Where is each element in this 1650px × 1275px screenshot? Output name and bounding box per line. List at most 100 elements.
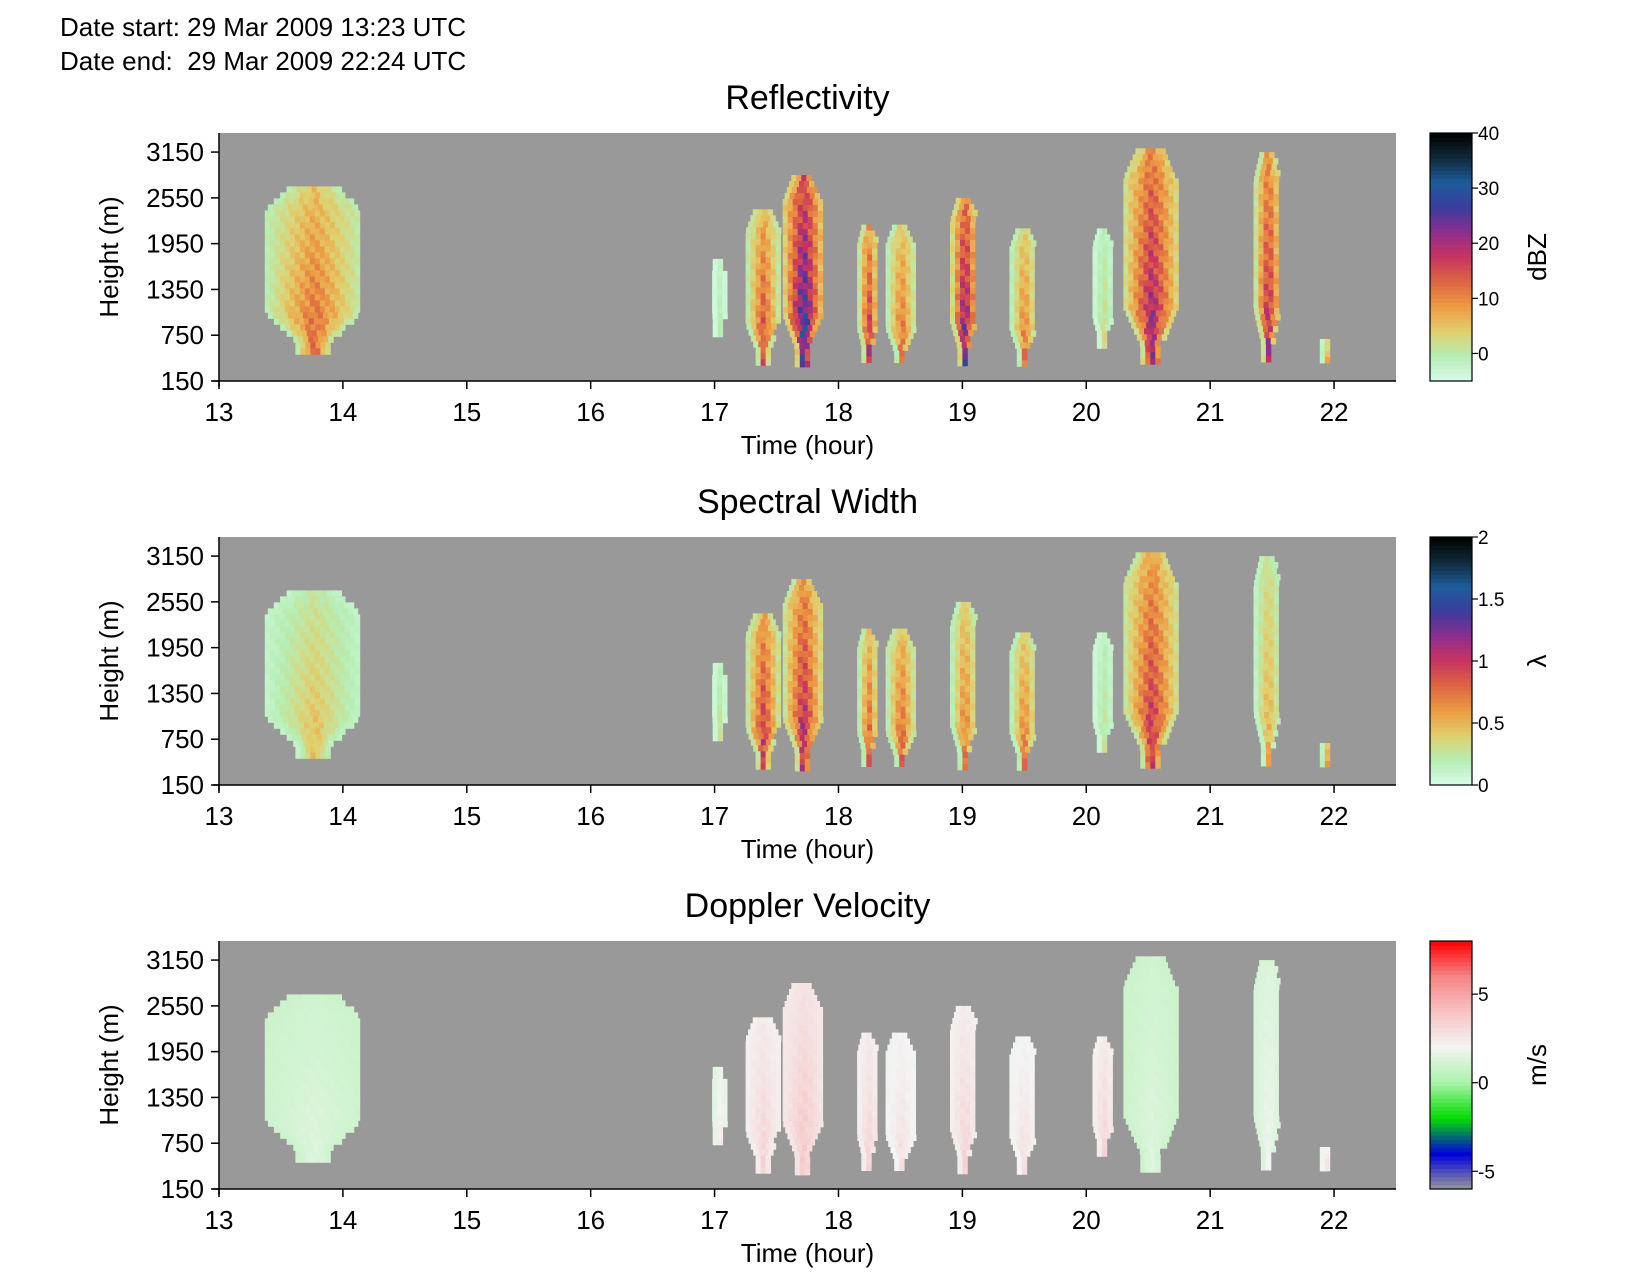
echo-cell (745, 691, 751, 698)
echo-cell (767, 1017, 774, 1024)
echo-cell (1173, 672, 1179, 679)
echo-cell (793, 313, 799, 320)
echo-cell (900, 1098, 906, 1105)
echo-cell (349, 638, 356, 645)
echo-cell (1102, 288, 1108, 295)
echo-cell (1138, 630, 1144, 637)
echo-cell (1253, 634, 1259, 641)
echo-cell (970, 625, 976, 633)
echo-cell (806, 983, 812, 990)
echo-cell (1145, 148, 1151, 155)
echo-cell (294, 1030, 301, 1037)
echo-cell (812, 711, 819, 718)
echo-cell (717, 276, 723, 284)
echo-cell (1153, 612, 1159, 619)
echo-cell (867, 700, 873, 707)
echo-cell (885, 1050, 891, 1057)
echo-cell (765, 311, 771, 318)
echo-cell (750, 1065, 756, 1072)
echo-cell (857, 670, 863, 677)
echo-cell (755, 751, 761, 758)
echo-cell (861, 1158, 867, 1165)
echo-cell (1153, 268, 1159, 275)
echo-cell (867, 1062, 873, 1069)
echo-cell (806, 579, 812, 586)
echo-cell (1260, 718, 1266, 725)
echo-cell (802, 681, 809, 688)
echo-cell (1258, 218, 1264, 225)
echo-cell (760, 215, 766, 222)
echo-cell (812, 1037, 819, 1044)
echo-cell (797, 295, 804, 302)
echo-cell (1153, 600, 1159, 607)
echo-cell (814, 597, 820, 604)
echo-cell (960, 625, 966, 633)
echo-cell (959, 607, 965, 615)
echo-cell (817, 1007, 824, 1014)
echo-cell (279, 1018, 286, 1025)
echo-cell (289, 686, 296, 693)
echo-cell (896, 628, 903, 635)
echo-cell (966, 745, 973, 753)
echo-cell (765, 305, 771, 312)
echo-cell (354, 294, 361, 301)
echo-cell (269, 1078, 276, 1085)
echo-cell (326, 330, 333, 337)
echo-cell (802, 711, 809, 718)
echo-cell (890, 260, 896, 267)
echo-cell (807, 1025, 814, 1032)
echo-cell (900, 718, 906, 725)
echo-cell (900, 1104, 906, 1111)
echo-cell (289, 282, 296, 289)
echo-cell (890, 254, 896, 261)
echo-cell (1024, 716, 1030, 723)
echo-cell (264, 234, 271, 241)
echo-cell (1270, 314, 1276, 321)
echo-cell (770, 619, 776, 626)
echo-cell (279, 1054, 286, 1061)
echo-cell (872, 694, 878, 701)
echo-cell (782, 289, 789, 296)
echo-cell (807, 1055, 814, 1062)
echo-cell (1138, 226, 1144, 233)
echo-cell (279, 288, 286, 295)
colorbar-tick-label: 0.5 (1478, 714, 1504, 735)
echo-cell (950, 703, 956, 711)
echo-cell (862, 248, 868, 255)
echo-cell (867, 1134, 873, 1141)
echo-cell (762, 209, 769, 216)
echo-cell (1132, 570, 1138, 577)
echo-cell (907, 1044, 913, 1051)
echo-cell (755, 691, 761, 698)
echo-cell (1092, 686, 1098, 693)
echo-cell (817, 1037, 824, 1044)
echo-cell (1100, 728, 1106, 735)
echo-cell (799, 747, 805, 754)
echo-cell (862, 314, 868, 321)
echo-cell (812, 1067, 819, 1074)
colorbar-cell (1430, 685, 1472, 691)
echo-cell (760, 251, 766, 258)
echo-cell (812, 277, 819, 284)
echo-cell (899, 230, 905, 237)
echo-cell (289, 294, 296, 301)
echo-cell (960, 619, 967, 627)
echo-cell (775, 667, 781, 674)
echo-cell (812, 603, 819, 610)
echo-cell (1153, 594, 1159, 601)
echo-cell (1128, 624, 1134, 631)
echo-cell (955, 709, 961, 717)
echo-cell (294, 698, 301, 705)
echo-cell (1142, 166, 1148, 173)
echo-cell (750, 311, 756, 318)
echo-cell (1273, 688, 1279, 695)
echo-cell (1097, 674, 1103, 681)
echo-cell (872, 290, 878, 297)
echo-cell (319, 252, 326, 259)
echo-cell (1168, 588, 1174, 595)
echo-cell (1168, 304, 1174, 311)
echo-cell (321, 186, 327, 193)
echo-cell (770, 269, 776, 276)
echo-cell (802, 295, 809, 302)
echo-cell (750, 661, 756, 668)
